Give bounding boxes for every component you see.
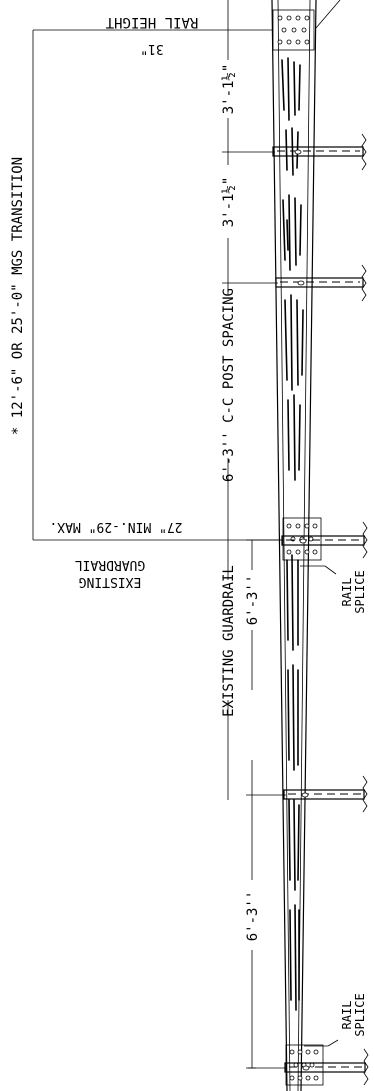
existing-guardrail-height-value: 27" MIN.-29" MAX.	[49, 519, 182, 534]
existing-guardrail-dimension-label: EXISTING GUARDRAIL	[221, 565, 237, 717]
rail-splice-label-upper-2: SPLICE	[353, 570, 367, 613]
rail-hatching	[281, 57, 304, 1011]
rail-height-value: 31"	[140, 41, 163, 56]
rail-splice-label-lower-1: RAIL	[340, 1001, 354, 1030]
post-1	[272, 133, 367, 171]
dimension-lower-1: 6'-3''	[245, 575, 261, 626]
post-5	[284, 1048, 369, 1086]
existing-guardrail-label-line1: EXISTING	[79, 574, 142, 589]
post-2	[275, 264, 367, 302]
transition-note: * 12'-6" OR 25'-0" MGS TRANSITION	[10, 157, 26, 435]
dimension-upper-1: 3'-1½"	[221, 64, 237, 115]
dimension-upper-2: 3'-1½"	[221, 177, 237, 228]
splice-leaders	[300, 565, 339, 1047]
dimension-lower-2: 6'-3''	[245, 891, 261, 942]
leader-line-top	[315, 0, 341, 29]
rail-splice-label-lower-2: SPLICE	[353, 993, 367, 1036]
transition-bracket	[32, 29, 282, 541]
dimension-line-lower	[227, 539, 287, 1069]
dimension-line-upper	[222, 0, 278, 540]
splice-plate-top	[272, 9, 315, 51]
existing-guardrail-label-line2: GUARDRAIL	[75, 557, 146, 572]
rail-splice-label-upper-1: RAIL	[340, 578, 354, 607]
post-4	[283, 775, 368, 813]
post-spacing-label: 6'-3'' C-C POST SPACING	[221, 288, 237, 482]
rail-height-label: RAIL HEIGHT	[105, 14, 198, 30]
post-3	[281, 521, 368, 559]
splice-plate-bottom	[285, 1044, 324, 1086]
